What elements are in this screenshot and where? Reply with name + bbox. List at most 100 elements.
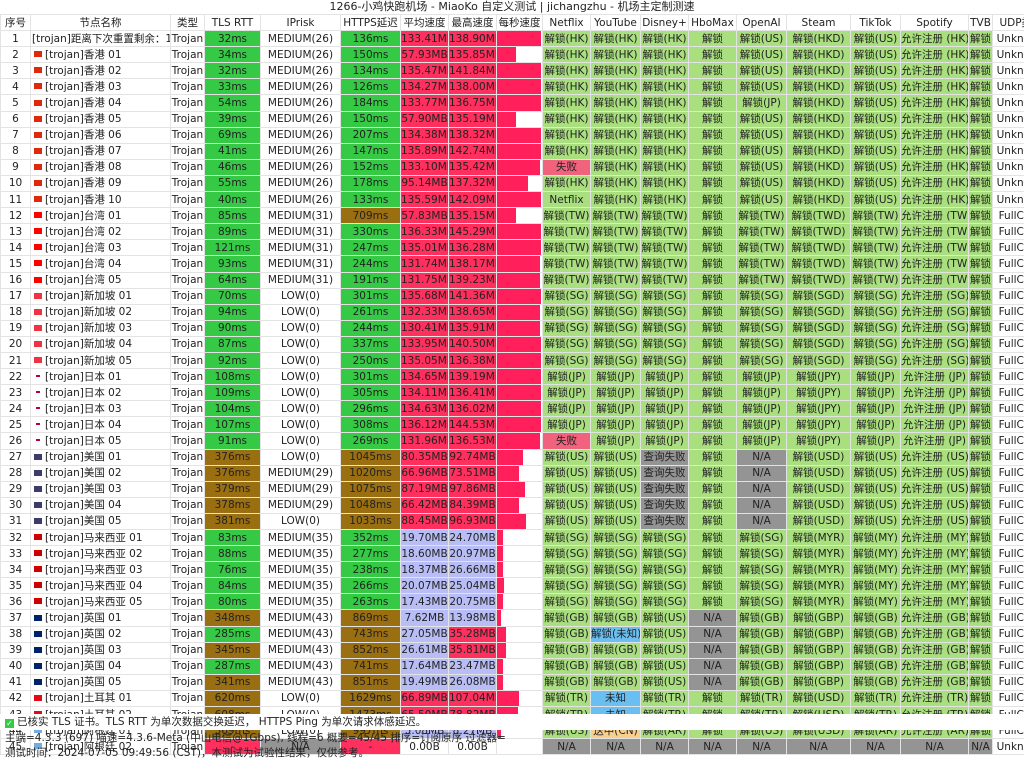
table-row[interactable]: 18 [trojan]新加坡 02 Trojan 94ms LOW(0) 261ms 132… (0, 303, 1024, 321)
cell-tiktok: 解锁(US) (850, 110, 901, 128)
cell-speed-graph (496, 255, 543, 273)
cell-steam: 解锁(GBP) (786, 657, 851, 675)
table-row[interactable]: 25 [trojan]日本 04 Trojan 107ms LOW(0) 308ms 136… (0, 416, 1024, 434)
cell-steam: 解锁(SGD) (786, 303, 851, 321)
cell-tls-rtt: 83ms (204, 528, 261, 547)
cell-udp-type: FullCone (992, 657, 1024, 675)
table-row[interactable]: 4 [trojan]香港 03 Trojan 33ms MEDIUM(26) 126ms 1… (0, 78, 1024, 96)
cell-https-delay: 296ms (340, 400, 401, 418)
cell-tls-rtt: 89ms (204, 223, 261, 241)
table-row[interactable]: 30 [trojan]美国 04 Trojan 378ms MEDIUM(29) 1048… (0, 496, 1024, 514)
cell-openai: 解锁(TW) (736, 271, 787, 289)
cell-openai: 解锁(GB) (736, 657, 787, 675)
table-row[interactable]: 9 [trojan]香港 08 Trojan 46ms MEDIUM(26) 152ms 1… (0, 158, 1024, 176)
table-row[interactable]: 35 [trojan]马来西亚 04 Trojan 84ms MEDIUM(35) 266… (0, 577, 1024, 595)
cell-type: Trojan (170, 673, 205, 691)
cell-node-name: [trojan]美国 03 (30, 480, 171, 498)
table-row[interactable]: 40 [trojan]英国 04 Trojan 287ms MEDIUM(43) 741m… (0, 657, 1024, 675)
cell-netflix: 解锁(JP) (542, 416, 591, 434)
table-row[interactable]: 2 [trojan]香港 01 Trojan 34ms MEDIUM(26) 150ms 5… (0, 46, 1024, 64)
table-row[interactable]: 42 [trojan]土耳其 01 Trojan 620ms LOW(0) 1629ms 6… (0, 689, 1024, 708)
table-row[interactable]: 33 [trojan]马来西亚 02 Trojan 88ms MEDIUM(35) 277… (0, 545, 1024, 563)
table-row[interactable]: 38 [trojan]英国 02 Trojan 285ms MEDIUM(43) 743m… (0, 625, 1024, 643)
table-row[interactable]: 15 [trojan]台湾 04 Trojan 93ms MEDIUM(31) 244ms… (0, 255, 1024, 273)
table-row[interactable]: 28 [trojan]美国 02 Trojan 376ms MEDIUM(29) 1020… (0, 464, 1024, 482)
cell-hbomax: 解锁 (688, 271, 737, 289)
table-row[interactable]: 29 [trojan]美国 03 Trojan 379ms MEDIUM(29) 1075… (0, 480, 1024, 498)
cell-speed-graph (496, 239, 543, 257)
cell-spotify: 允许注册 (JP) (900, 400, 969, 418)
table-row[interactable]: 5 [trojan]香港 04 Trojan 54ms MEDIUM(26) 184ms 1… (0, 94, 1024, 112)
cell-tiktok: 解锁(US) (850, 512, 901, 531)
cell-iprisk: MEDIUM(31) (260, 239, 341, 257)
table-row[interactable]: 41 [trojan]英国 05 Trojan 341ms MEDIUM(43) 851m… (0, 673, 1024, 691)
cell-speed-graph (496, 641, 543, 659)
cell-openai: 解锁(JP) (736, 94, 787, 112)
table-row[interactable]: 20 [trojan]新加坡 04 Trojan 87ms LOW(0) 337ms 133… (0, 335, 1024, 353)
table-row[interactable]: 10 [trojan]香港 09 Trojan 55ms MEDIUM(26) 178ms… (0, 174, 1024, 193)
cell-iprisk: LOW(0) (260, 689, 341, 708)
cell-index: 17 (0, 287, 31, 305)
cell-tls-rtt: 46ms (204, 158, 261, 176)
cell-index: 33 (0, 545, 31, 563)
flag-icon (34, 147, 42, 154)
table-row[interactable]: 36 [trojan]马来西亚 05 Trojan 80ms MEDIUM(35) 263… (0, 593, 1024, 611)
cell-tvb: 解锁 (968, 625, 993, 643)
table-row[interactable]: 39 [trojan]英国 03 Trojan 345ms MEDIUM(43) 852m… (0, 641, 1024, 659)
footer-line1: 已核实 TLS 证书。TLS RTT 为单次数据交换延迟， HTTPS Ping… (17, 716, 427, 728)
cell-type: Trojan (170, 464, 205, 482)
cell-avg-speed: 88.45MB (400, 512, 449, 531)
column-header: YouTube (590, 13, 641, 32)
cell-speed-graph (496, 545, 543, 563)
table-row[interactable]: 13 [trojan]台湾 02 Trojan 89ms MEDIUM(31) 330ms… (0, 223, 1024, 241)
cell-steam: 解锁(HKD) (786, 126, 851, 144)
table-row[interactable]: 27 [trojan]美国 01 Trojan 376ms LOW(0) 1045ms 80… (0, 448, 1024, 466)
cell-index: 35 (0, 577, 31, 595)
table-row[interactable]: 19 [trojan]新加坡 03 Trojan 90ms LOW(0) 244ms 130… (0, 319, 1024, 337)
table-row[interactable]: 16 [trojan]台湾 05 Trojan 64ms MEDIUM(31) 191ms… (0, 271, 1024, 289)
table-row[interactable]: 8 [trojan]香港 07 Trojan 41ms MEDIUM(26) 147ms 1… (0, 142, 1024, 160)
table-row[interactable]: 7 [trojan]香港 06 Trojan 69ms MEDIUM(26) 207ms 1… (0, 126, 1024, 144)
table-row[interactable]: 37 [trojan]英国 01 Trojan 348ms MEDIUM(43) 869m… (0, 609, 1024, 627)
table-row[interactable]: 12 [trojan]台湾 01 Trojan 85ms MEDIUM(31) 709ms… (0, 207, 1024, 225)
cell-udp-type: Unknown (992, 191, 1024, 209)
cell-node-name: [trojan]新加坡 05 (30, 351, 171, 370)
cell-tls-rtt: 121ms (204, 239, 261, 257)
table-row[interactable]: 34 [trojan]马来西亚 03 Trojan 76ms MEDIUM(35) 238… (0, 561, 1024, 579)
cell-youtube: 解锁(HK) (590, 78, 641, 96)
table-row[interactable]: 24 [trojan]日本 03 Trojan 104ms LOW(0) 296ms 134… (0, 400, 1024, 418)
cell-openai: 解锁(US) (736, 62, 787, 80)
cell-index: 3 (0, 62, 31, 80)
cell-youtube: 解锁(TW) (590, 207, 641, 225)
cell-tls-rtt: 94ms (204, 303, 261, 321)
cell-hbomax: 解锁 (688, 432, 737, 450)
cell-steam: 解锁(HKD) (786, 174, 851, 193)
cell-index: 32 (0, 528, 31, 547)
cell-spotify: 允许注册 (GB) (900, 673, 969, 691)
table-row[interactable]: 1 [trojan]距离下次重置剩余：1 天 Trojan 32ms MEDIUM(26… (0, 30, 1024, 48)
cell-tiktok: 解锁(TW) (850, 255, 901, 273)
cell-avg-speed: 134.27MB (400, 78, 449, 96)
table-row[interactable]: 22 [trojan]日本 01 Trojan 108ms LOW(0) 301ms 134… (0, 368, 1024, 386)
table-row[interactable]: 26 [trojan]日本 05 Trojan 91ms LOW(0) 269ms 131.… (0, 432, 1024, 450)
table-row[interactable]: 11 [trojan]香港 10 Trojan 40ms MEDIUM(26) 133ms… (0, 191, 1024, 209)
table-row[interactable]: 32 [trojan]马来西亚 01 Trojan 83ms MEDIUM(35) 352… (0, 528, 1024, 547)
cell-udp-type: FullCone (992, 384, 1024, 402)
table-row[interactable]: 21 [trojan]新加坡 05 Trojan 92ms LOW(0) 250ms 135… (0, 351, 1024, 370)
cell-tiktok: 解锁(MY) (850, 561, 901, 579)
cell-youtube: 解锁(HK) (590, 174, 641, 193)
table-row[interactable]: 17 [trojan]新加坡 01 Trojan 70ms LOW(0) 301ms 135… (0, 287, 1024, 305)
node-name-text: [trojan]台湾 01 (45, 209, 122, 222)
table-row[interactable]: 23 [trojan]日本 02 Trojan 109ms LOW(0) 305ms 134… (0, 384, 1024, 402)
cell-youtube: 解锁(JP) (590, 400, 641, 418)
cell-iprisk: MEDIUM(29) (260, 464, 341, 482)
table-row[interactable]: 45 [trojan]阿根廷 02 Trojan - N/A -0.00B 0.00B N/A… (0, 738, 1024, 756)
table-row[interactable]: 31 [trojan]美国 05 Trojan 381ms LOW(0) 1033ms 88… (0, 512, 1024, 531)
cell-steam: 解锁(HKD) (786, 142, 851, 160)
table-row[interactable]: 3 [trojan]香港 02 Trojan 32ms MEDIUM(26) 134ms 1… (0, 62, 1024, 80)
cell-type: Trojan (170, 432, 205, 450)
table-row[interactable]: 14 [trojan]台湾 03 Trojan 121ms MEDIUM(31) 247m… (0, 239, 1024, 257)
cell-tls-rtt: 87ms (204, 335, 261, 353)
table-row[interactable]: 6 [trojan]香港 05 Trojan 39ms MEDIUM(26) 150ms 5… (0, 110, 1024, 128)
cell-type: Trojan (170, 110, 205, 128)
